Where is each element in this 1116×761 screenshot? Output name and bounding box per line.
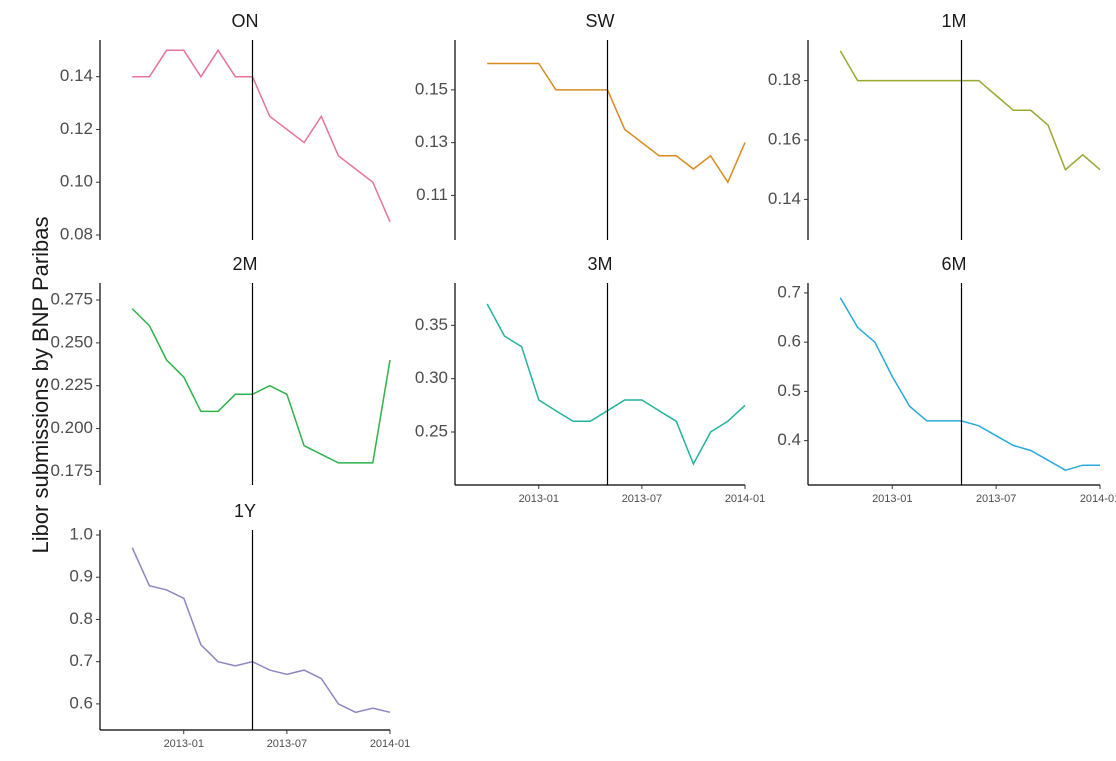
y-tick-label: 0.14 xyxy=(768,189,801,208)
series-line xyxy=(839,297,1100,472)
y-tick-label: 0.15 xyxy=(415,79,448,98)
panel-title: 6M xyxy=(941,254,966,274)
y-tick-label: 0.10 xyxy=(60,172,93,191)
x-tick-label: 2013-07 xyxy=(622,493,662,505)
x-tick-label: 2014-01 xyxy=(1080,493,1116,505)
x-tick-label: 2014-01 xyxy=(725,493,765,505)
panel-title: 2M xyxy=(232,254,257,274)
series-line xyxy=(131,547,391,714)
x-tick-label: 2013-01 xyxy=(872,493,912,505)
y-tick-label: 0.13 xyxy=(415,132,448,151)
y-tick-label: 0.8 xyxy=(69,609,93,628)
y-tick-label: 0.7 xyxy=(777,282,801,301)
y-tick-label: 0.08 xyxy=(60,224,93,243)
series-line xyxy=(839,50,1101,171)
y-tick-label: 0.18 xyxy=(768,70,801,89)
x-tick-label: 2013-07 xyxy=(976,493,1016,505)
y-tick-label: 0.6 xyxy=(69,693,93,712)
y-tick-label: 0.16 xyxy=(768,129,801,148)
panel-title: SW xyxy=(586,11,615,31)
y-tick-label: 0.35 xyxy=(415,315,448,334)
y-tick-label: 0.14 xyxy=(60,66,93,85)
panel-title: 1Y xyxy=(234,501,256,521)
x-tick-label: 2014-01 xyxy=(370,738,410,750)
y-tick-label: 0.5 xyxy=(777,381,801,400)
y-tick-label: 0.9 xyxy=(69,567,93,586)
y-tick-label: 0.12 xyxy=(60,119,93,138)
y-tick-label: 0.4 xyxy=(777,430,801,449)
y-tick-label: 1.0 xyxy=(69,524,93,543)
series-line xyxy=(132,48,391,223)
y-tick-label: 0.175 xyxy=(50,461,93,480)
y-tick-label: 0.11 xyxy=(416,185,448,204)
y-tick-label: 0.250 xyxy=(50,332,93,351)
series-line xyxy=(486,303,746,466)
series-line xyxy=(487,62,746,184)
y-axis-label: Libor submissions by BNP Paribas xyxy=(28,216,53,553)
y-tick-label: 0.6 xyxy=(777,332,801,351)
x-tick-label: 2013-01 xyxy=(164,738,204,750)
y-tick-label: 0.25 xyxy=(415,421,448,440)
x-tick-label: 2013-01 xyxy=(519,493,559,505)
series-line xyxy=(131,308,391,464)
y-tick-label: 0.200 xyxy=(50,418,93,437)
panel-title: 3M xyxy=(587,254,612,274)
y-tick-label: 0.275 xyxy=(50,289,93,308)
y-tick-label: 0.225 xyxy=(50,375,93,394)
y-tick-label: 0.7 xyxy=(69,651,93,670)
panel-title: 1M xyxy=(941,11,966,31)
panel-title: ON xyxy=(232,11,259,31)
x-tick-label: 2013-07 xyxy=(267,738,307,750)
y-tick-label: 0.30 xyxy=(415,368,448,387)
